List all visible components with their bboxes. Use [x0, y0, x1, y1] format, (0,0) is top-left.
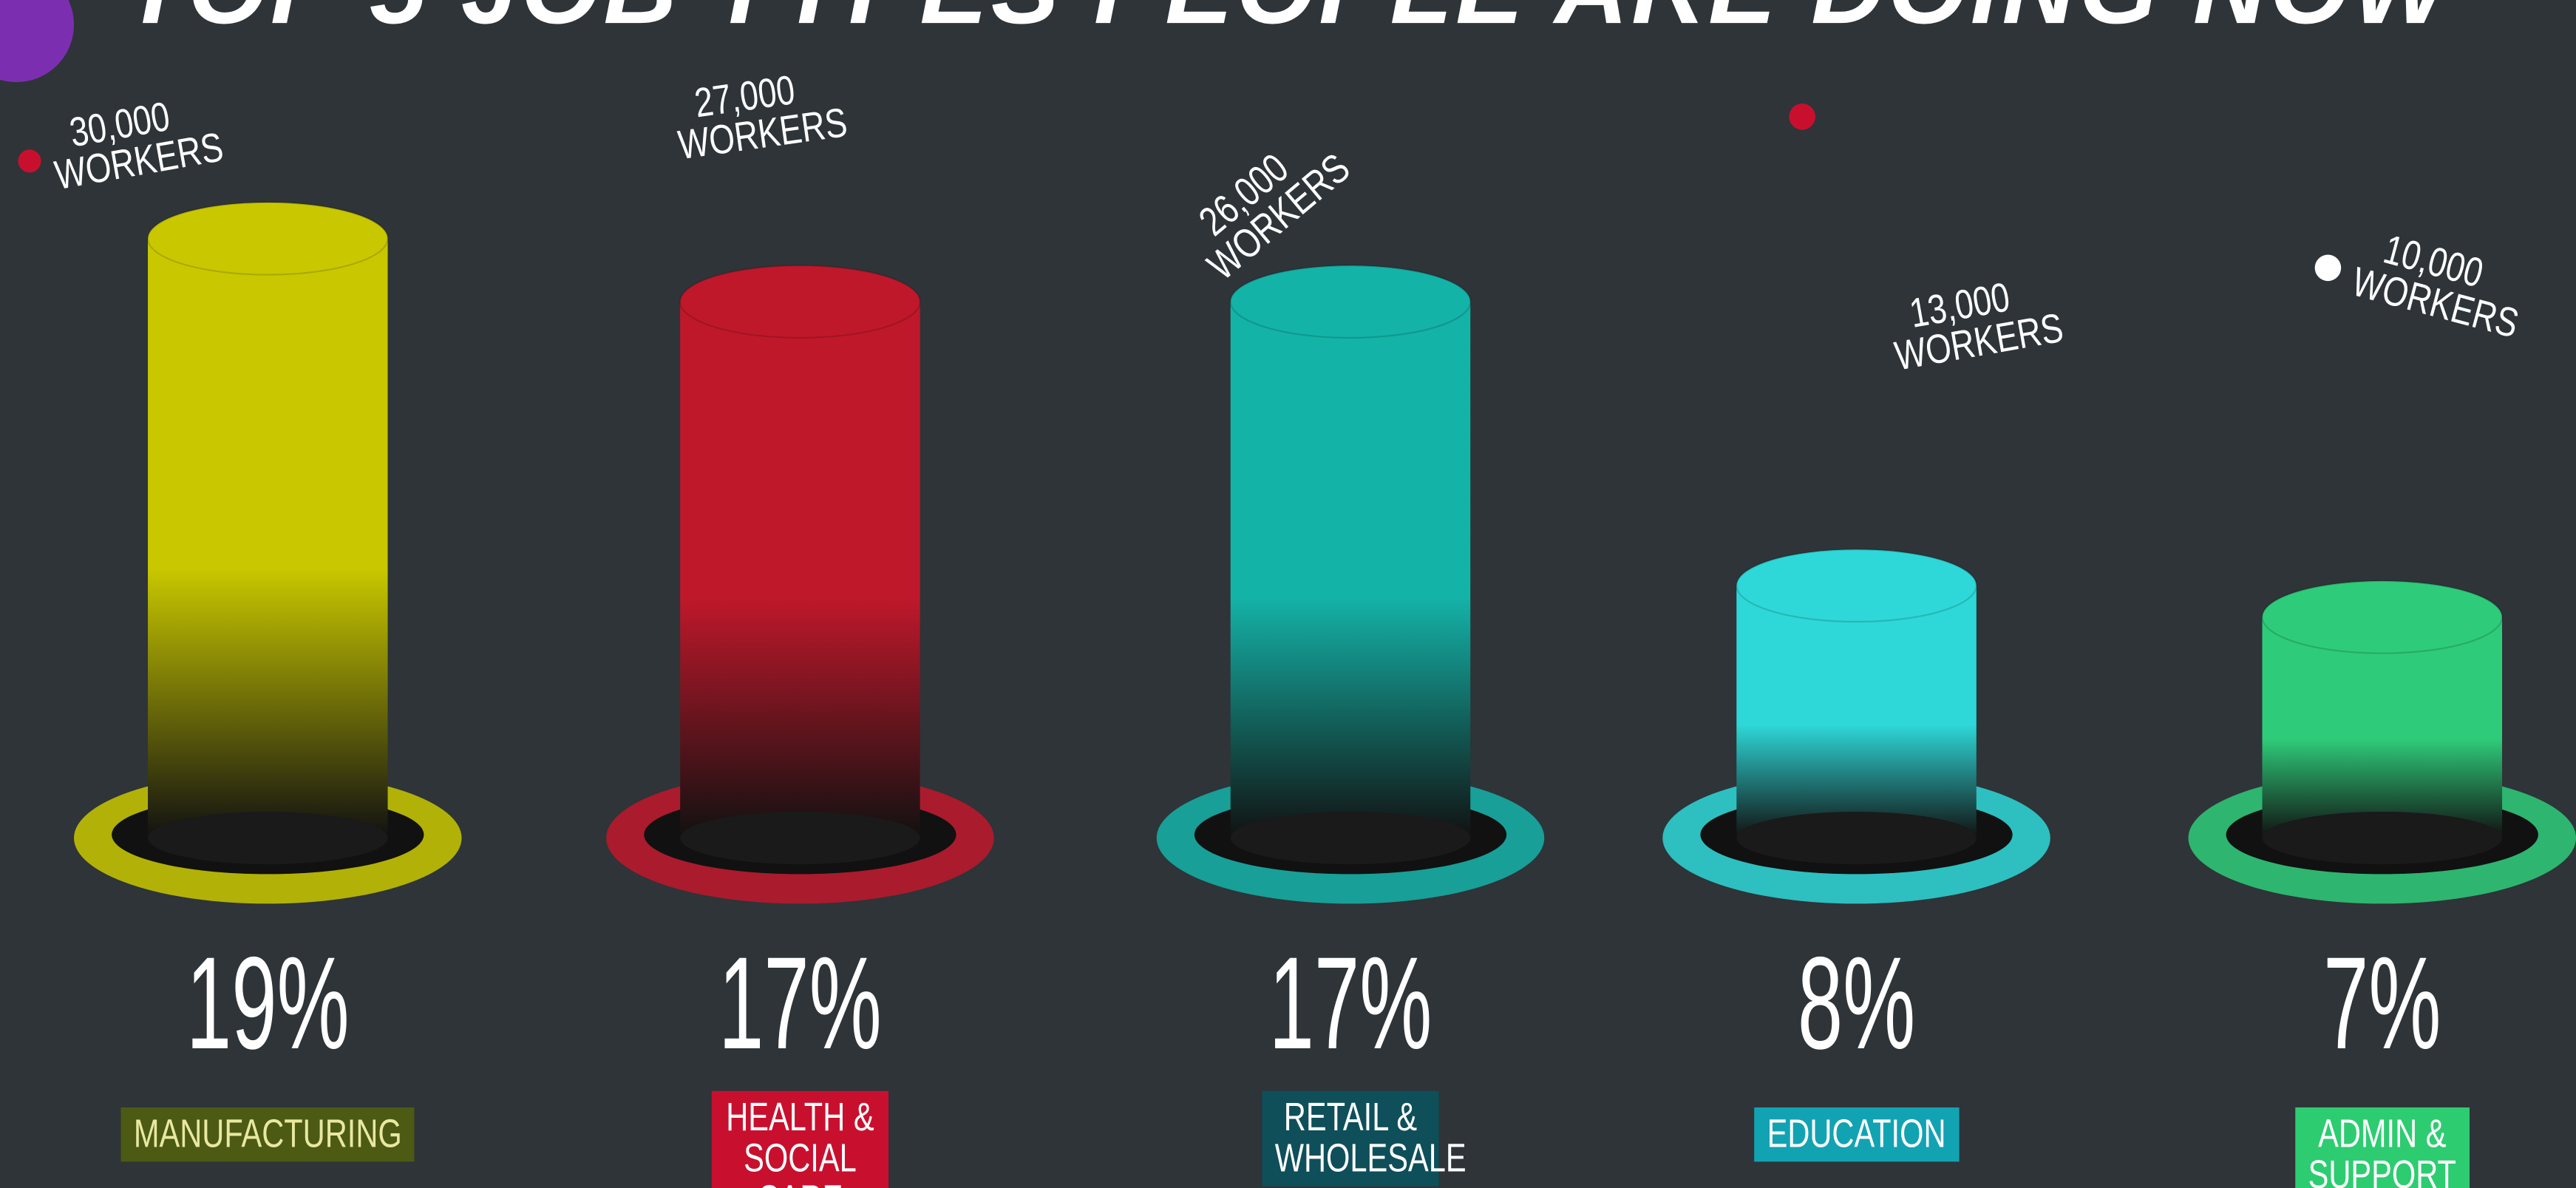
- category-label: ADMIN & SUPPORT: [2295, 1107, 2469, 1188]
- workers-label: 27,000 WORKERS: [670, 67, 825, 166]
- bar-bottom: [1231, 812, 1470, 864]
- category-label: EDUCATION: [1754, 1107, 1959, 1161]
- bar: [680, 302, 920, 838]
- bar: [1736, 585, 1976, 838]
- category-label: HEALTH & SOCIAL CARE: [712, 1091, 888, 1188]
- decor-dot: [18, 149, 41, 172]
- bar-top: [148, 203, 387, 275]
- decor-dot: [1789, 103, 1815, 130]
- bar-top: [1231, 265, 1470, 338]
- percent-label: 19%: [166, 929, 370, 1079]
- bar-bottom: [148, 812, 387, 864]
- percent-label: 17%: [1248, 929, 1452, 1079]
- percent-label: 17%: [699, 929, 903, 1079]
- percent-label: 8%: [1755, 929, 1959, 1079]
- percent-label: 7%: [2280, 929, 2484, 1079]
- decor-dot: [2315, 255, 2342, 282]
- category-label: RETAIL & WHOLESALE: [1262, 1091, 1438, 1187]
- category-label: MANUFACTURING: [120, 1107, 415, 1161]
- infographic: TOP 5 JOB TYPES PEOPLE ARE DOING NOW 19%…: [0, 0, 2576, 1188]
- bar-bottom: [680, 812, 920, 864]
- bar-top: [1736, 549, 1976, 622]
- bar: [148, 239, 387, 838]
- chart-title: TOP 5 JOB TYPES PEOPLE ARE DOING NOW: [0, 0, 2576, 47]
- bar-bottom: [2263, 812, 2502, 864]
- bar: [1231, 302, 1470, 838]
- bar-top: [680, 265, 920, 338]
- bar-bottom: [1736, 812, 1976, 864]
- bar-top: [2263, 581, 2502, 654]
